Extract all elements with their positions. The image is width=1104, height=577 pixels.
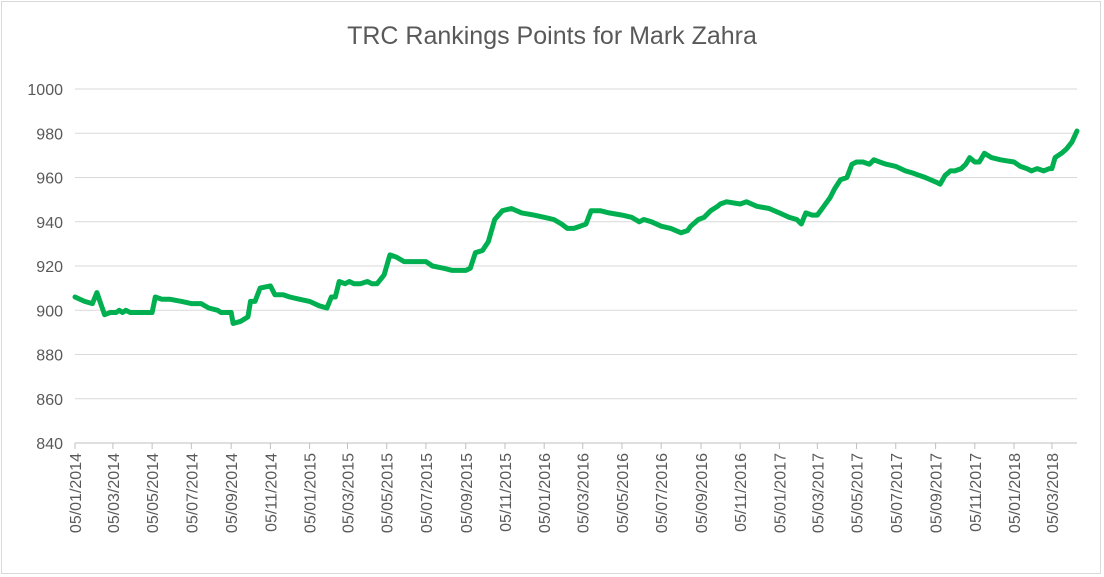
gridlines	[75, 88, 1077, 400]
y-tick-label: 840	[36, 436, 63, 453]
x-tick-label: 05/03/2015	[341, 453, 358, 533]
x-tick-label: 05/01/2014	[68, 453, 85, 533]
x-tick-label: 05/05/2014	[145, 453, 162, 533]
x-tick-label: 05/09/2016	[694, 453, 711, 533]
x-tick-label: 05/01/2018	[1007, 453, 1024, 533]
x-tick-label: 05/01/2016	[537, 453, 554, 533]
x-tick-label: 05/03/2017	[810, 453, 827, 533]
x-tick-label: 05/11/2014	[263, 453, 280, 532]
y-tick-label: 1000	[27, 82, 63, 99]
x-tick-label: 05/11/2017	[968, 453, 985, 532]
y-tick-label: 980	[36, 126, 63, 143]
x-tick-label: 05/01/2017	[772, 453, 789, 533]
y-tick-label: 880	[36, 348, 63, 365]
x-tick-label: 05/05/2015	[380, 453, 397, 533]
y-tick-label: 860	[36, 392, 63, 409]
x-tick-label: 05/07/2017	[889, 453, 906, 533]
x-tick-label: 05/03/2018	[1045, 453, 1062, 533]
x-tick-label: 05/03/2016	[576, 453, 593, 533]
y-tick-label: 960	[36, 171, 63, 188]
x-tick-label: 05/05/2016	[615, 453, 632, 533]
series-line	[72, 128, 1080, 326]
series-layer	[72, 128, 1080, 326]
x-tick-label: 05/09/2017	[929, 453, 946, 533]
x-tick-label: 05/07/2014	[184, 453, 201, 533]
x-tick-label: 05/11/2015	[498, 453, 515, 532]
x-tick-label: 05/01/2015	[303, 453, 320, 533]
x-tick-label: 05/07/2015	[419, 453, 436, 533]
y-tick-label: 920	[36, 259, 63, 276]
x-tick-label: 05/05/2017	[850, 453, 867, 533]
y-axis: 840 860 880 900 920 940 960 980 1000	[27, 82, 63, 453]
chart-title: TRC Rankings Points for Mark Zahra	[347, 22, 757, 50]
x-tick-label: 05/03/2014	[106, 453, 123, 533]
x-tick-label: 05/09/2014	[224, 453, 241, 533]
x-tick-label: 05/09/2015	[459, 453, 476, 533]
x-tick-label: 05/07/2016	[654, 453, 671, 533]
x-axis: 05/01/2014 05/03/2014 05/05/2014 05/07/2014…	[68, 442, 1077, 533]
x-tick-label: 05/11/2016	[733, 453, 750, 532]
y-tick-label: 940	[36, 215, 63, 232]
y-tick-label: 900	[36, 303, 63, 320]
